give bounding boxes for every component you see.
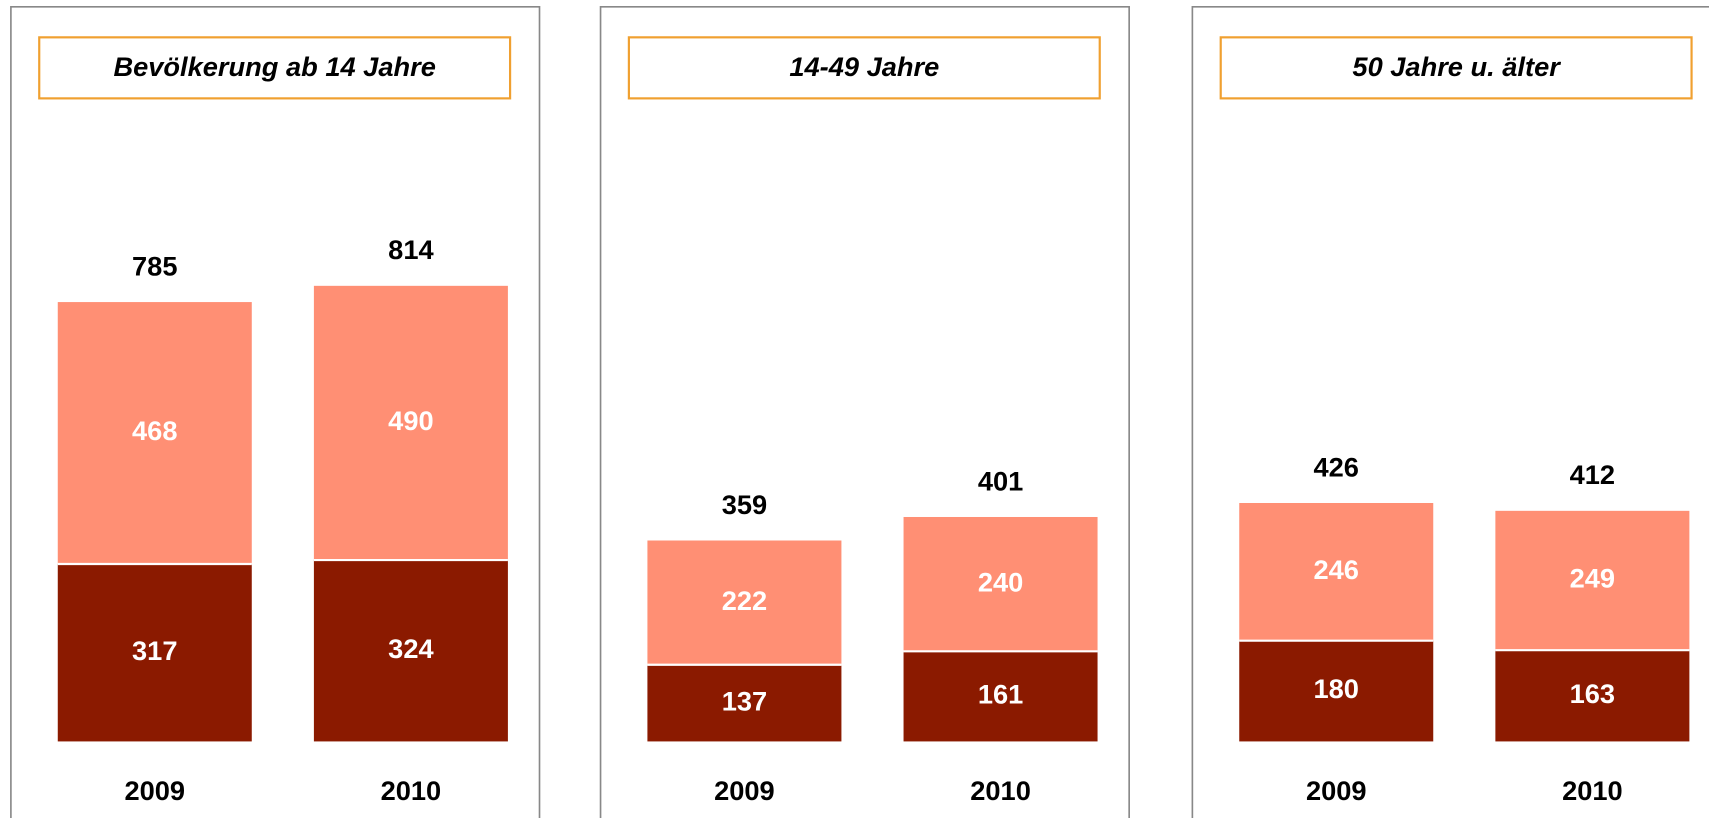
bar-segment bbox=[903, 516, 1098, 652]
panel bbox=[10, 6, 541, 818]
x-tick-label: 2010 bbox=[1562, 775, 1623, 806]
x-tick-label: 2009 bbox=[124, 775, 185, 806]
segment-label: 163 bbox=[1570, 678, 1615, 709]
bar-segment bbox=[1239, 640, 1434, 742]
bar-segment bbox=[903, 651, 1098, 742]
segment-label: 137 bbox=[722, 685, 767, 716]
bar-segment bbox=[313, 560, 508, 742]
panel bbox=[1191, 6, 1709, 818]
x-tick-label: 2010 bbox=[970, 775, 1031, 806]
total-label: 814 bbox=[388, 234, 433, 265]
segment-label: 324 bbox=[388, 633, 433, 664]
segment-label: 161 bbox=[978, 679, 1023, 710]
chart-title: 14-49 Jahre bbox=[789, 51, 939, 82]
title-box bbox=[1219, 36, 1693, 100]
title-box bbox=[38, 36, 512, 100]
chart-title: Bevölkerung ab 14 Jahre bbox=[113, 51, 435, 82]
x-tick-label: 2010 bbox=[381, 775, 442, 806]
segment-label: 249 bbox=[1570, 563, 1615, 594]
bar-segment bbox=[57, 564, 252, 742]
bar-segment bbox=[647, 664, 842, 742]
segment-label: 468 bbox=[132, 415, 177, 446]
segment-label: 240 bbox=[978, 566, 1023, 597]
total-label: 426 bbox=[1314, 451, 1359, 482]
segment-label: 317 bbox=[132, 635, 177, 666]
bar-segment bbox=[57, 302, 252, 565]
total-label: 785 bbox=[132, 250, 177, 281]
bar-segment bbox=[647, 540, 842, 665]
bar-segment bbox=[1495, 510, 1690, 651]
segment-label: 490 bbox=[388, 405, 433, 436]
panel bbox=[599, 6, 1130, 818]
segment-label: 246 bbox=[1314, 554, 1359, 585]
bar-segment bbox=[1239, 502, 1434, 641]
segment-label: 180 bbox=[1314, 673, 1359, 704]
bar-segment bbox=[313, 285, 508, 561]
chart-title: 50 Jahre u. älter bbox=[1352, 51, 1561, 82]
total-label: 359 bbox=[722, 489, 767, 520]
total-label: 401 bbox=[978, 465, 1023, 496]
segment-label: 222 bbox=[722, 585, 767, 616]
bar-segment bbox=[1495, 650, 1690, 742]
x-tick-label: 2009 bbox=[1306, 775, 1367, 806]
title-box bbox=[627, 36, 1101, 100]
x-tick-label: 2009 bbox=[714, 775, 775, 806]
total-label: 412 bbox=[1570, 459, 1615, 490]
